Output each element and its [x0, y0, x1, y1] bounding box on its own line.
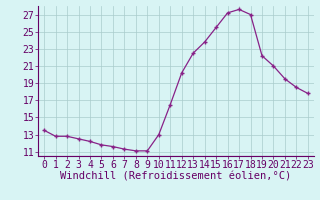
X-axis label: Windchill (Refroidissement éolien,°C): Windchill (Refroidissement éolien,°C)	[60, 172, 292, 182]
